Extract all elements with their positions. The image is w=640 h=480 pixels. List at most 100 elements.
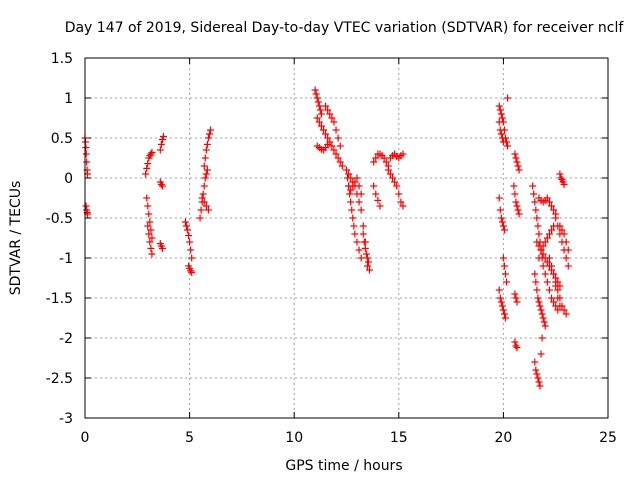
- data-point: [357, 206, 365, 214]
- data-point: [533, 370, 541, 378]
- y-tick-label: -2.5: [46, 371, 73, 387]
- data-point: [348, 206, 356, 214]
- data-point: [207, 126, 215, 134]
- data-point: [353, 174, 361, 182]
- data-point: [399, 202, 407, 210]
- data-point: [539, 314, 547, 322]
- data-point: [144, 160, 152, 168]
- data-point: [512, 154, 520, 162]
- x-tick-label: 5: [185, 430, 194, 446]
- data-point: [511, 290, 519, 298]
- y-tick-label: 1: [64, 91, 73, 107]
- data-point: [148, 250, 156, 258]
- data-point: [558, 226, 566, 234]
- data-point: [146, 218, 154, 226]
- data-point: [556, 170, 564, 178]
- data-point: [556, 294, 564, 302]
- data-point: [158, 182, 166, 190]
- data-point: [147, 244, 155, 252]
- data-point: [366, 266, 374, 274]
- data-point: [315, 118, 323, 126]
- data-point: [328, 142, 336, 150]
- y-tick-label: -3: [59, 411, 73, 427]
- data-point: [187, 246, 195, 254]
- data-point: [558, 302, 566, 310]
- data-point: [326, 110, 334, 118]
- data-point: [512, 342, 520, 350]
- data-point: [536, 382, 544, 390]
- data-point: [324, 134, 332, 142]
- data-point: [145, 210, 153, 218]
- data-point: [146, 238, 154, 246]
- y-tick-label: 1.5: [51, 51, 73, 67]
- data-point: [158, 136, 166, 144]
- data-point: [201, 154, 209, 162]
- data-point: [543, 194, 551, 202]
- data-point: [560, 180, 568, 188]
- data-point: [157, 180, 165, 188]
- data-point: [336, 158, 344, 166]
- data-point: [557, 174, 565, 182]
- chart-title: Day 147 of 2019, Sidereal Day-to-day VTE…: [65, 20, 625, 36]
- data-point: [314, 98, 322, 106]
- data-point: [514, 206, 522, 214]
- data-point: [355, 246, 363, 254]
- y-tick-label: -0.5: [46, 211, 73, 227]
- data-point: [545, 286, 553, 294]
- data-point: [554, 286, 562, 294]
- data-points: [81, 86, 572, 390]
- data-point: [529, 182, 537, 190]
- data-point: [548, 202, 556, 210]
- data-point: [560, 306, 568, 314]
- data-point: [322, 102, 330, 110]
- data-point: [535, 254, 543, 262]
- data-point: [330, 146, 338, 154]
- data-point: [538, 310, 546, 318]
- data-point: [556, 222, 564, 230]
- data-point: [361, 244, 369, 252]
- data-point: [399, 150, 407, 158]
- data-point: [511, 338, 519, 346]
- data-point: [386, 170, 394, 178]
- y-tick-label: 0.5: [51, 131, 73, 147]
- data-point: [382, 158, 390, 166]
- data-point: [534, 222, 542, 230]
- data-point: [312, 90, 320, 98]
- data-point: [362, 250, 370, 258]
- data-point: [334, 134, 342, 142]
- data-point: [389, 174, 397, 182]
- grid-lines: [85, 58, 608, 418]
- data-point: [533, 286, 541, 294]
- data-point: [182, 222, 190, 230]
- data-point: [372, 190, 380, 198]
- data-point: [539, 242, 547, 250]
- x-tick-label: 10: [285, 430, 303, 446]
- data-point: [532, 206, 540, 214]
- data-point: [514, 162, 522, 170]
- data-point: [530, 190, 538, 198]
- data-point: [537, 306, 545, 314]
- data-point: [336, 142, 344, 150]
- data-point: [82, 202, 90, 210]
- data-point: [355, 198, 363, 206]
- data-point: [496, 106, 504, 114]
- data-point: [499, 254, 507, 262]
- y-tick-label: -1: [59, 251, 73, 267]
- data-point: [543, 278, 551, 286]
- data-point: [562, 254, 570, 262]
- data-point: [552, 214, 560, 222]
- x-axis-label: GPS time / hours: [285, 458, 402, 474]
- data-point: [148, 234, 156, 242]
- data-point: [351, 178, 359, 186]
- data-point: [143, 194, 151, 202]
- data-point: [332, 126, 340, 134]
- data-point: [143, 164, 151, 172]
- data-point: [353, 238, 361, 246]
- data-point: [513, 344, 521, 352]
- data-point: [200, 198, 208, 206]
- data-point: [504, 142, 512, 150]
- data-point: [200, 182, 208, 190]
- data-point: [552, 278, 560, 286]
- data-point: [510, 182, 518, 190]
- data-point: [537, 246, 545, 254]
